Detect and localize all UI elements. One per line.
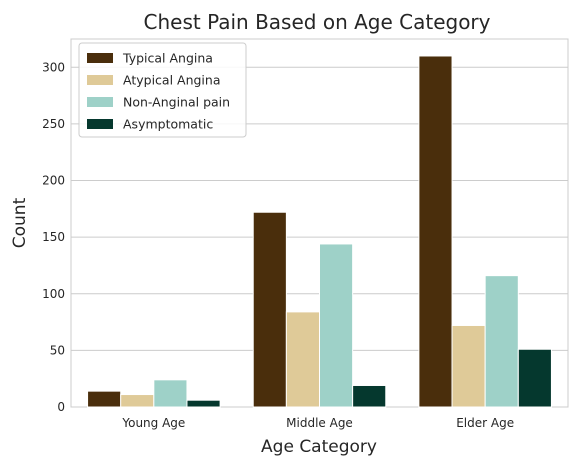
bar-asymptomatic-elder-age	[517, 348, 552, 408]
y-tick-label: 250	[42, 117, 65, 131]
legend-label: Atypical Angina	[123, 73, 220, 88]
x-axis-label: Age Category	[261, 437, 377, 457]
x-tick-label: Elder Age	[456, 416, 514, 430]
legend-label: Typical Angina	[122, 51, 213, 66]
bar-asymptomatic-young-age	[186, 399, 221, 408]
legend-swatch	[87, 53, 113, 63]
chart-title: Chest Pain Based on Age Category	[144, 10, 491, 34]
y-tick-label: 0	[57, 400, 65, 414]
y-tick-label: 50	[50, 343, 65, 357]
legend: Typical Angina Atypical Angina Non-Anginal…	[78, 42, 247, 138]
plot-area: 0 50 100 150 200 250 300 Young Age Middle Age Eld…	[42, 38, 569, 430]
legend-frame	[78, 42, 247, 138]
y-tick-label: 150	[42, 230, 65, 244]
legend-label: Asymptomatic	[123, 117, 213, 132]
legend-swatch	[87, 119, 113, 129]
bar-non-anginal-pain-middle-age	[319, 243, 354, 408]
y-tick-label: 300	[42, 60, 65, 74]
legend-swatch	[87, 97, 113, 107]
bar-non-anginal-pain-young-age	[153, 379, 188, 408]
y-axis-label: Count	[10, 197, 30, 248]
bar-non-anginal-pain-elder-age	[484, 275, 519, 408]
bar-asymptomatic-middle-age	[352, 384, 387, 408]
x-tick-label: Young Age	[121, 416, 185, 430]
bar-atypical-angina-elder-age	[451, 324, 486, 408]
bar-typical-angina-young-age	[87, 390, 122, 408]
legend-swatch	[87, 75, 113, 85]
x-tick-label: Middle Age	[286, 416, 353, 430]
bar-typical-angina-middle-age	[252, 211, 287, 408]
bar-atypical-angina-middle-age	[285, 311, 321, 408]
legend-label: Non-Anginal pain	[123, 95, 230, 110]
bar-atypical-angina-young-age	[120, 394, 155, 408]
y-tick-label: 200	[42, 174, 65, 188]
y-tick-label: 100	[42, 287, 65, 301]
bar-typical-angina-elder-age	[418, 55, 453, 408]
